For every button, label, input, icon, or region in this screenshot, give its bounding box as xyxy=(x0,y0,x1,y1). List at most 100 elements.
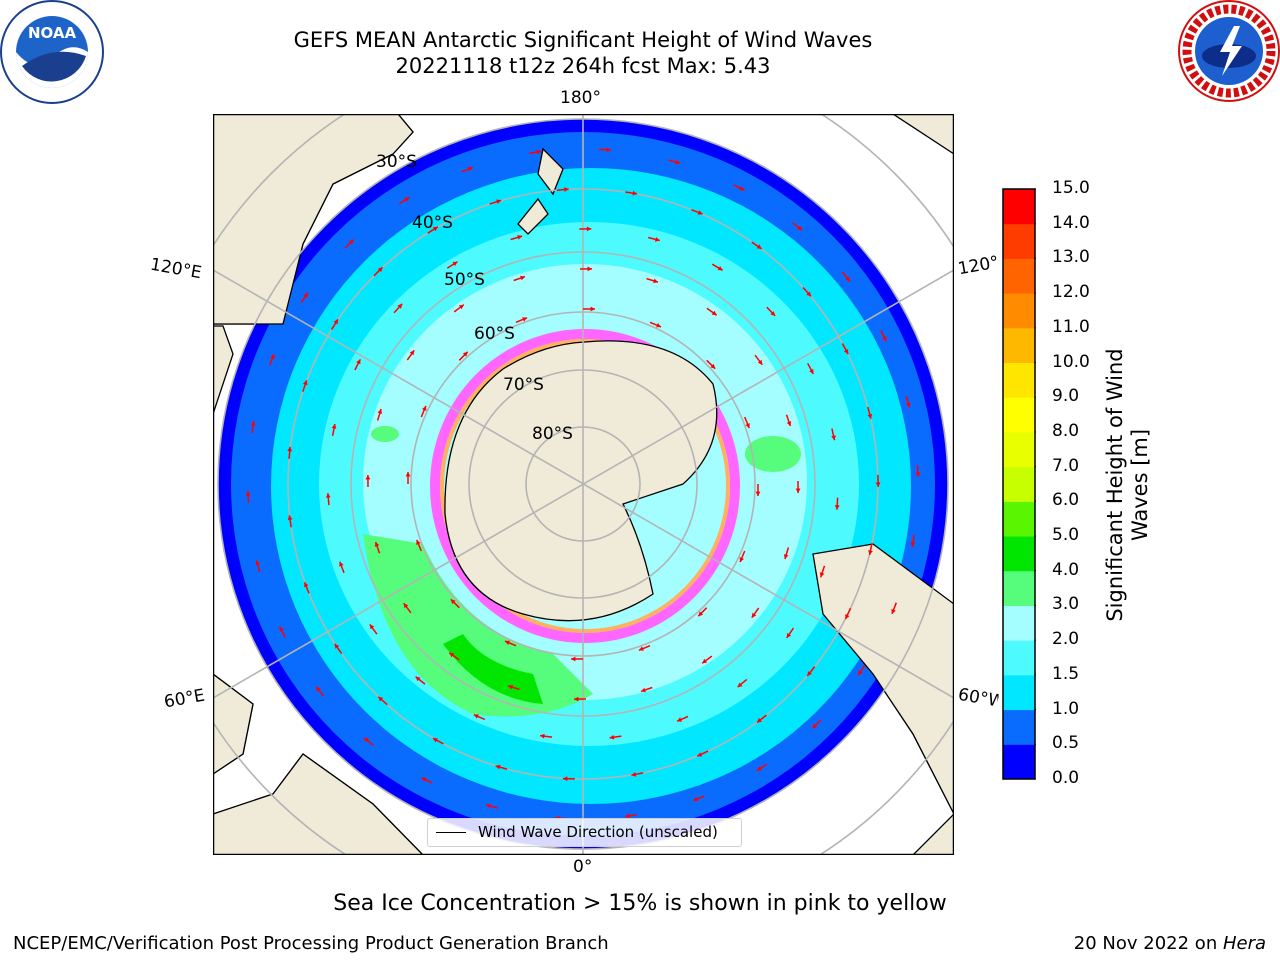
wave-direction-arrowhead xyxy=(467,166,473,172)
noaa-logo: NOAA xyxy=(0,0,104,104)
wave-direction-arrowhead xyxy=(432,226,438,232)
colorbar-segment xyxy=(1003,327,1035,364)
wave-direction-arrowhead xyxy=(334,643,340,649)
wave-direction-arrowhead xyxy=(245,491,251,496)
colorbar-segment xyxy=(1003,570,1035,606)
wave-direction-arrowhead xyxy=(409,350,415,356)
colorbar-segment xyxy=(1003,536,1035,572)
colorbar-tick: 14.0 xyxy=(1052,212,1090,233)
wave-direction-arrowhead xyxy=(891,609,896,614)
wave-direction-arrowhead xyxy=(449,652,455,658)
wave-direction-arrowhead xyxy=(809,368,814,374)
wave-direction-arrowhead xyxy=(486,803,491,809)
wave-direction-arrowhead xyxy=(303,292,308,298)
sea-ice-edge xyxy=(430,329,740,643)
colorbar-tick: 11.0 xyxy=(1052,316,1090,337)
footer-date-text: 20 Nov 2022 on xyxy=(1073,933,1223,954)
wave-direction-arrowhead xyxy=(421,777,427,782)
colorbar-tick: 1.0 xyxy=(1052,698,1080,719)
colorbar-tick: 7.0 xyxy=(1052,455,1080,476)
wave-direction-arrowhead xyxy=(698,611,704,617)
wave-direction-arrowhead xyxy=(795,488,801,493)
colorbar-segment xyxy=(1003,501,1035,537)
wave-direction-arrowhead xyxy=(504,640,510,645)
lat-label-40s: 40°S xyxy=(412,213,453,233)
wave-direction-arrowhead xyxy=(739,557,744,563)
wave-direction-arrowhead xyxy=(786,421,792,426)
wave-direction-arrowhead xyxy=(279,626,284,632)
wave-direction-arrowhead xyxy=(631,772,637,777)
wave-direction-arrowhead xyxy=(858,670,863,676)
colorbar-segment xyxy=(1003,466,1035,502)
wave-direction-arrowhead xyxy=(845,614,850,620)
wave-direction-arrowhead xyxy=(910,542,916,547)
colorbar-tick: 12.0 xyxy=(1052,282,1090,303)
wave-direction-arrowhead xyxy=(452,261,458,267)
wave-direction-arrowhead xyxy=(586,226,592,232)
wave-direction-arrowhead xyxy=(697,752,703,757)
nws-logo xyxy=(1178,0,1280,102)
wave-direction-arrowhead xyxy=(702,658,708,664)
wave-direction-arrowhead xyxy=(250,421,256,426)
wave-direction-arrowhead xyxy=(867,413,873,419)
wave-direction-arrowhead xyxy=(562,776,568,782)
wind-wave-arrows xyxy=(245,147,921,821)
colorbar-tick: 15.0 xyxy=(1052,178,1090,198)
wave-direction-arrowhead xyxy=(397,303,403,309)
lon-label-120w: 120°W xyxy=(956,252,1000,280)
wave-direction-arrowhead xyxy=(520,275,525,281)
footer-branch: NCEP/EMC/Verification Post Processing Pr… xyxy=(13,933,609,954)
wave-direction-arrowhead xyxy=(270,354,275,359)
lat-label-70s: 70°S xyxy=(503,375,544,395)
wave-direction-arrowhead xyxy=(369,624,375,630)
wave-direction-arrowhead xyxy=(770,311,776,316)
sea-ice-note: Sea Ice Concentration > 15% is shown in … xyxy=(333,891,947,916)
wave-direction-arrowhead xyxy=(363,737,369,743)
wave-direction-arrowhead xyxy=(797,225,803,231)
wave-direction-arrowhead xyxy=(287,446,293,452)
wave-direction-arrowhead xyxy=(536,149,541,155)
colorbar-segment xyxy=(1003,189,1035,225)
wave-direction-arrowhead xyxy=(365,475,371,480)
wave-direction-arrowhead xyxy=(819,572,825,578)
wave-direction-arrowhead xyxy=(717,266,723,271)
wave-direction-arrowhead xyxy=(378,696,384,702)
wave-direction-arrowhead xyxy=(807,671,812,676)
colorbar-label-line2: Waves [m] xyxy=(1128,428,1152,542)
wave-direction-arrowhead xyxy=(374,542,380,547)
wave-direction-arrowhead xyxy=(843,349,849,355)
polar-map xyxy=(213,114,954,855)
wave-direction-arrowhead xyxy=(653,278,658,284)
wave-direction-arrowhead xyxy=(377,267,383,273)
wave-direction-arrowhead xyxy=(677,717,683,722)
colorbar-tick: 9.0 xyxy=(1052,386,1080,407)
wave-direction-arrowhead xyxy=(432,738,438,743)
wave-direction-arrowhead xyxy=(356,359,361,365)
wave-direction-arrowhead xyxy=(812,723,818,729)
colorbar-segment xyxy=(1003,640,1035,676)
colorbar-segment xyxy=(1003,258,1035,294)
lon-label-60w: 60°W xyxy=(956,684,1000,712)
colorbar-tick: 0.5 xyxy=(1052,733,1080,754)
lon-label-120e: 120°E xyxy=(148,254,204,284)
footer-host: Hera xyxy=(1222,933,1266,954)
wave-direction-arrowhead xyxy=(403,603,409,609)
legend-text: Wind Wave Direction (unscaled) xyxy=(478,823,718,841)
wave-direction-arrowhead xyxy=(450,599,456,605)
wave-direction-arrowhead xyxy=(377,409,383,414)
wave-direction-arrowhead xyxy=(462,351,468,357)
wave-direction-arrowhead xyxy=(405,472,411,477)
wave-direction-arrowhead xyxy=(675,159,680,165)
wave-direction-arrowhead xyxy=(473,714,479,719)
lat-label-60s: 60°S xyxy=(474,324,515,344)
colorbar-segment xyxy=(1003,362,1035,398)
wave-direction-arrowhead xyxy=(571,656,576,662)
wave-direction-arrowhead xyxy=(755,491,761,496)
wave-direction-arrowhead xyxy=(641,687,646,693)
wave-direction-arrowhead xyxy=(415,676,421,682)
colorbar-tick: 13.0 xyxy=(1052,247,1090,268)
lat-label-50s: 50°S xyxy=(444,270,485,290)
wave-direction-arrowhead xyxy=(609,734,615,740)
wave-direction-arrowhead xyxy=(348,239,354,245)
colorbar-tick: 5.0 xyxy=(1052,525,1080,546)
